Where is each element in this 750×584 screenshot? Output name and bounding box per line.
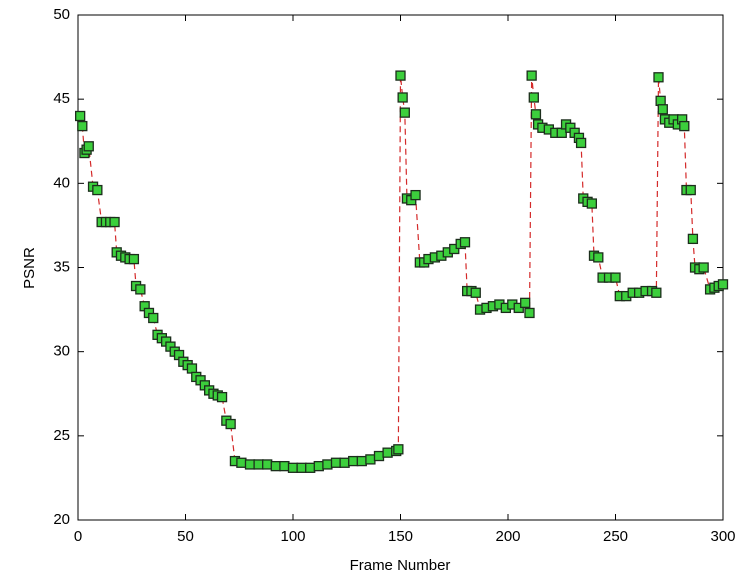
- data-marker: [520, 297, 531, 309]
- data-marker: [399, 107, 410, 118]
- y-tick-label: 20: [53, 511, 70, 528]
- data-marker: [236, 457, 247, 468]
- data-marker: [262, 459, 273, 470]
- x-tick-label: 200: [495, 528, 520, 545]
- data-marker: [135, 284, 146, 295]
- data-marker: [373, 450, 385, 462]
- data-marker: [287, 462, 299, 473]
- y-axis-label: PSNR: [21, 247, 38, 289]
- y-tick-label: 40: [53, 174, 70, 191]
- data-marker: [313, 460, 324, 472]
- data-marker: [92, 184, 103, 196]
- data-marker: [575, 137, 587, 149]
- data-marker: [253, 459, 264, 470]
- data-marker: [586, 198, 597, 209]
- data-marker: [322, 459, 333, 470]
- data-marker: [610, 272, 621, 283]
- data-marker: [305, 462, 316, 473]
- y-tick-label: 35: [53, 258, 70, 275]
- y-tick-label: 50: [53, 6, 70, 23]
- data-marker: [186, 363, 198, 374]
- data-marker: [339, 457, 350, 468]
- data-marker: [77, 120, 88, 132]
- data-marker: [657, 104, 668, 115]
- data-marker: [382, 447, 393, 458]
- data-marker: [83, 141, 94, 152]
- data-marker: [717, 279, 729, 290]
- data-marker: [685, 184, 696, 196]
- data-marker: [651, 287, 662, 298]
- y-tick-label: 45: [53, 90, 70, 107]
- x-tick-label: 100: [280, 528, 305, 545]
- data-marker: [470, 287, 481, 298]
- data-marker: [393, 444, 404, 455]
- data-marker: [655, 95, 666, 106]
- data-marker: [348, 455, 359, 467]
- data-marker: [244, 459, 256, 470]
- data-marker: [526, 70, 537, 81]
- data-marker: [356, 455, 367, 467]
- x-tick-label: 150: [388, 528, 413, 545]
- data-marker: [410, 189, 421, 201]
- x-tick-label: 250: [603, 528, 628, 545]
- data-marker: [524, 307, 535, 319]
- data-marker: [653, 72, 664, 83]
- data-marker: [593, 252, 604, 263]
- data-marker: [679, 120, 690, 132]
- data-marker: [530, 109, 542, 120]
- data-marker: [556, 127, 567, 138]
- data-marker: [330, 457, 342, 468]
- data-marker: [528, 92, 539, 103]
- y-tick-label: 30: [53, 343, 70, 360]
- data-marker: [395, 70, 406, 81]
- data-marker: [397, 92, 408, 103]
- x-tick-label: 50: [177, 528, 194, 545]
- data-marker: [270, 460, 281, 472]
- data-marker: [225, 418, 236, 430]
- data-marker: [698, 262, 709, 273]
- x-tick-label: 300: [710, 528, 735, 545]
- x-tick-label: 0: [74, 528, 82, 545]
- data-marker: [296, 462, 307, 473]
- x-axis-label: Frame Number: [350, 557, 451, 574]
- data-marker: [148, 312, 159, 324]
- data-marker: [216, 391, 228, 403]
- data-marker: [109, 216, 120, 228]
- data-marker: [459, 237, 471, 248]
- y-tick-label: 25: [53, 427, 70, 444]
- data-marker: [687, 233, 699, 245]
- data-marker: [128, 253, 140, 265]
- data-marker: [365, 454, 376, 465]
- data-marker: [279, 460, 290, 472]
- data-marker: [75, 110, 86, 122]
